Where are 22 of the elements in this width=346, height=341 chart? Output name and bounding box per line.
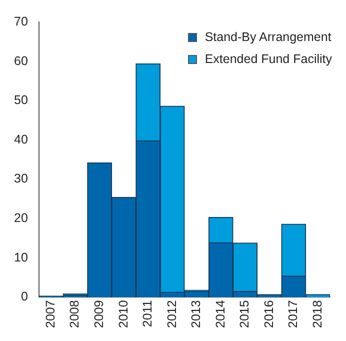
x-tick-label: 2011: [140, 300, 155, 328]
x-tick-label: 2009: [92, 300, 106, 328]
y-tick-label: 30: [14, 172, 28, 186]
y-tick-label: 0: [20, 290, 28, 304]
x-tick-label: 2007: [43, 300, 58, 328]
x-tick-label: 2013: [189, 300, 204, 328]
legend-label: Extended Fund Facility: [204, 52, 332, 66]
y-tick-label: 50: [14, 93, 28, 108]
x-tick-label: 2010: [116, 300, 130, 328]
x-tick-label: 2015: [238, 300, 252, 328]
y-tick-label: 10: [14, 250, 28, 264]
y-tick-label: 20: [14, 211, 28, 226]
x-tick-label: 2012: [164, 300, 179, 328]
y-tick-label: 60: [14, 54, 28, 68]
y-tick-label: 70: [14, 14, 28, 28]
x-tick-label: 2008: [68, 300, 82, 328]
x-tick-label: 2017: [286, 300, 300, 328]
x-tick-label: 2018: [310, 300, 324, 328]
y-tick-label: 40: [14, 132, 28, 146]
x-tick-label: 2014: [213, 300, 228, 328]
legend-label: Stand-By Arrangement: [204, 30, 332, 44]
x-tick-label: 2016: [262, 300, 276, 328]
